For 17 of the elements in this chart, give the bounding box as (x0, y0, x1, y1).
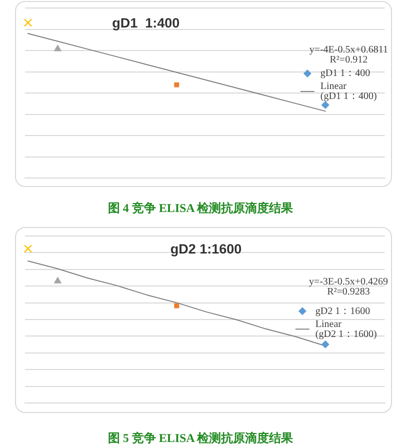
annotation: y=-4E-0.5x+0.6811 (309, 44, 388, 56)
caption: 图 4 竞争 ELISA 检测抗原滴度结果 (106, 200, 294, 216)
point (24, 18, 32, 27)
annotation: R²=0.912 (330, 54, 368, 66)
legend-label: Linear (gD2 1：1600) (315, 318, 377, 340)
chart-title: gD2 1:1600 (170, 242, 242, 257)
point (24, 244, 32, 253)
legend-label: gD2 1：1600 (315, 306, 370, 317)
chart-title: gD1 1:400 (112, 16, 180, 31)
point (321, 340, 330, 348)
point (54, 44, 62, 52)
point (54, 276, 62, 284)
annotation: y=-3E-0.5x+0.4269 (308, 276, 388, 288)
annotation: R²=0.9283 (327, 286, 370, 298)
caption: 图 5 竞争 ELISA 检测抗原滴度结果 (106, 430, 294, 446)
legend-label: Linear (gD1 1：400) (320, 81, 377, 102)
legend-label: gD1 1：400 (320, 68, 370, 80)
